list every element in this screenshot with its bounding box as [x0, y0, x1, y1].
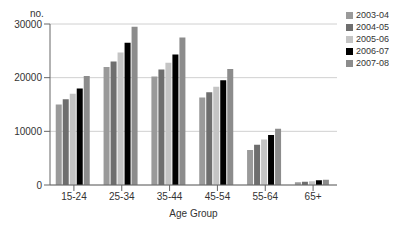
svg-text:65+: 65+	[305, 191, 322, 202]
html-text:2006-07: 2006-07	[356, 46, 389, 56]
svg-text:55-64: 55-64	[252, 191, 278, 202]
svg-text:10000: 10000	[14, 126, 42, 137]
svg-text:45-54: 45-54	[205, 191, 231, 202]
svg-text:25-34: 25-34	[109, 191, 135, 202]
svg-text:Age Group: Age Group	[169, 208, 218, 219]
html-text:2003-04: 2003-04	[356, 10, 389, 20]
html-text:2007-08: 2007-08	[356, 58, 389, 68]
svg-text:30000: 30000	[14, 19, 42, 30]
html-text:no.: no.	[30, 8, 44, 19]
svg-text:35-44: 35-44	[157, 191, 183, 202]
svg-text:0: 0	[36, 180, 42, 191]
html-text:2004-05: 2004-05	[356, 22, 389, 32]
svg-text:20000: 20000	[14, 72, 42, 83]
svg-text:15-24: 15-24	[61, 191, 87, 202]
html-text:2005-06: 2005-06	[356, 34, 389, 44]
